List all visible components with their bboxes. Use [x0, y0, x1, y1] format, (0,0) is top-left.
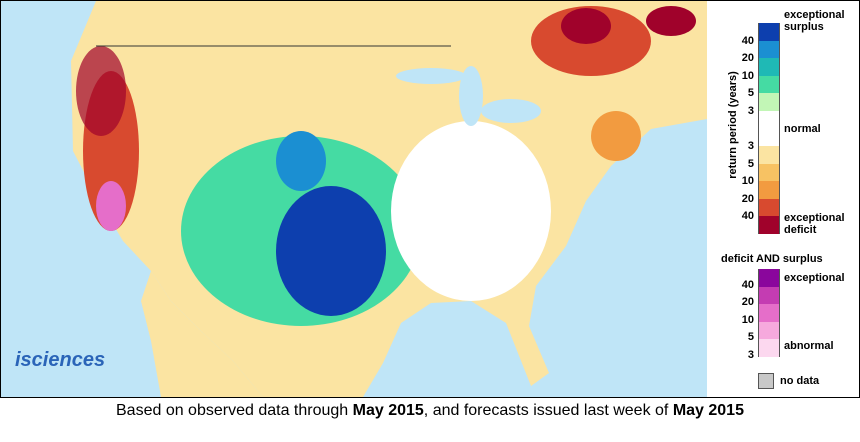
legend-tick: 40 — [741, 210, 754, 222]
legend-swatch — [758, 181, 780, 199]
normal-region — [391, 121, 551, 301]
legend-swatch — [758, 216, 780, 234]
lake — [459, 66, 483, 126]
caption-text: , and forecasts issued last week of — [423, 402, 673, 419]
legend-label: deficit AND surplus — [721, 253, 823, 265]
dry-region — [591, 111, 641, 161]
legend-tick: 3 — [747, 348, 754, 361]
legend-swatch — [758, 40, 780, 58]
map — [1, 1, 707, 397]
legend-tick: 20 — [741, 52, 754, 64]
caption-text: Based on observed data through — [116, 402, 353, 419]
logo: isciences — [15, 349, 106, 371]
mixed-region — [96, 181, 126, 231]
legend-swatch — [758, 75, 780, 93]
lake — [396, 68, 466, 84]
wet-core — [276, 131, 326, 191]
legend-label: exceptional — [784, 272, 845, 284]
legend-swatch — [758, 58, 780, 76]
legend-tick: 5 — [747, 331, 754, 343]
legend-tick: 20 — [741, 296, 754, 308]
legend-swatch — [758, 321, 780, 339]
legend-swatch — [758, 339, 780, 357]
legend-swatch — [758, 286, 780, 304]
legend-title: return period (years) — [727, 71, 739, 179]
legend-tick: 40 — [741, 34, 754, 47]
dry-core — [646, 6, 696, 36]
legend-swatch — [758, 146, 780, 164]
legend-swatch — [758, 93, 780, 111]
legend-label: normal — [784, 122, 821, 135]
caption-date: May 2015 — [352, 402, 424, 419]
wet-core — [276, 186, 386, 316]
mexico — [141, 271, 263, 397]
legend-tick: 3 — [747, 140, 754, 152]
frame: isciences exceptional surplus 40 20 10 5 3 nor… — [0, 0, 860, 398]
legend-tick: 20 — [741, 192, 754, 205]
legend-swatch — [758, 110, 780, 146]
legend-label: exceptional deficit — [784, 211, 845, 236]
legend-swatch — [758, 269, 780, 287]
legend-swatch — [758, 23, 780, 41]
dry-core — [76, 46, 126, 136]
caption-date: May 2015 — [672, 402, 744, 419]
legend-tick: 3 — [747, 104, 754, 117]
legend: exceptional surplus 40 20 10 5 3 normal 3 5 10 20 4… — [707, 1, 859, 397]
legend-swatch — [758, 304, 780, 322]
legend-swatch — [758, 163, 780, 181]
legend-tick: 5 — [747, 157, 754, 170]
legend-tick: 10 — [741, 175, 754, 187]
dry-core — [561, 8, 611, 44]
legend-tick: 10 — [741, 313, 754, 326]
legend-label: exceptional surplus — [784, 9, 845, 33]
legend-tick: 10 — [741, 69, 754, 82]
legend-label: abnormal — [784, 340, 834, 352]
legend-label: no data — [780, 375, 820, 387]
legend-tick: 5 — [747, 87, 754, 99]
legend-tick: 40 — [741, 278, 754, 291]
legend-swatch — [758, 373, 774, 389]
legend-swatch — [758, 198, 780, 216]
caption: Based on observed data through May 2015,… — [0, 402, 860, 420]
lake — [481, 99, 541, 123]
